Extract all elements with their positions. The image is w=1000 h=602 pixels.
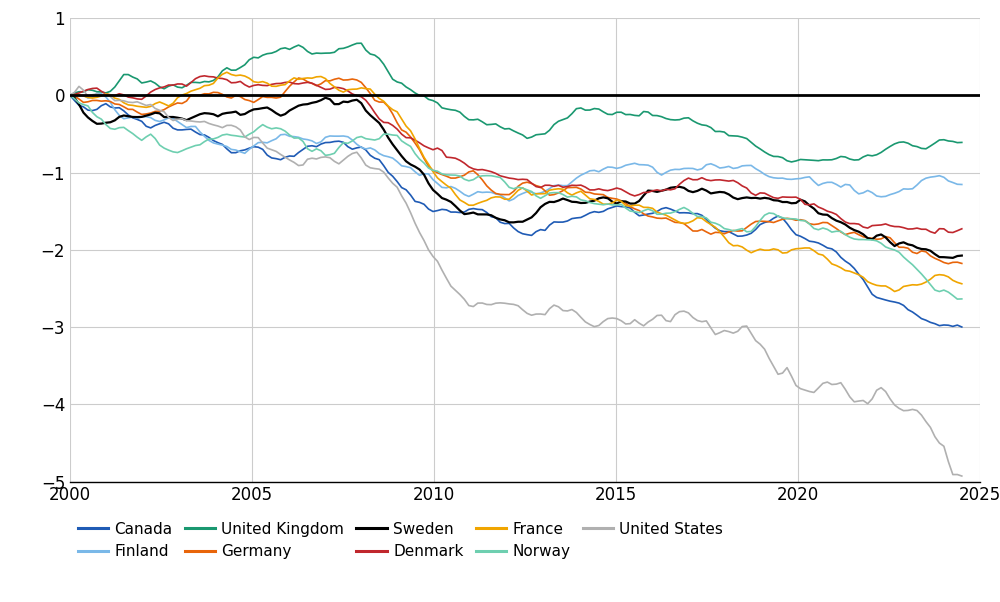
Denmark: [956, 156, 968, 163]
France: [100, 79, 112, 87]
Sweden: [956, 310, 968, 317]
Sweden: [118, 106, 130, 113]
Line: Finland: Finland: [70, 49, 962, 108]
Finland: [230, 79, 242, 86]
France: [288, 56, 300, 63]
Line: United Kingdom: United Kingdom: [70, 24, 962, 169]
Germany: [118, 91, 130, 98]
Canada: [302, 60, 314, 67]
Sweden: [284, 69, 296, 76]
United States: [911, 416, 923, 423]
United Kingdom: [100, 83, 112, 90]
United Kingdom: [956, 135, 968, 142]
Germany: [956, 235, 968, 242]
Norway: [956, 305, 968, 312]
Sweden: [64, 92, 76, 99]
Denmark: [100, 103, 112, 110]
United States: [956, 465, 968, 472]
Germany: [100, 90, 112, 97]
United Kingdom: [230, 34, 242, 41]
Germany: [230, 86, 242, 93]
Denmark: [243, 73, 255, 80]
Finland: [64, 92, 76, 99]
Canada: [100, 90, 112, 98]
Canada: [118, 99, 130, 107]
Denmark: [306, 93, 318, 101]
Sweden: [884, 259, 896, 266]
Line: Canada: Canada: [70, 52, 962, 185]
Norway: [230, 160, 242, 167]
Finland: [920, 87, 932, 95]
United Kingdom: [884, 154, 896, 161]
Finland: [118, 93, 130, 100]
United States: [302, 149, 314, 156]
Sweden: [100, 96, 112, 103]
Sweden: [306, 76, 318, 84]
Finland: [889, 93, 901, 101]
Norway: [100, 115, 112, 122]
Legend: Canada, Finland, United Kingdom, Germany, Sweden, Denmark, France, Norway, Unite: Canada, Finland, United Kingdom, Germany…: [78, 522, 723, 559]
United States: [100, 110, 112, 117]
France: [230, 63, 242, 70]
France: [118, 75, 130, 82]
Germany: [884, 230, 896, 237]
United States: [230, 172, 242, 179]
Finland: [302, 66, 314, 73]
Germany: [915, 235, 927, 242]
Canada: [947, 182, 959, 189]
Denmark: [920, 173, 932, 180]
Finland: [346, 46, 358, 53]
Denmark: [230, 80, 242, 87]
Norway: [302, 157, 314, 164]
United Kingdom: [118, 76, 130, 83]
Finland: [100, 88, 112, 95]
Canada: [956, 180, 968, 187]
United States: [118, 128, 130, 135]
Sweden: [915, 289, 927, 296]
Line: Germany: Germany: [70, 48, 962, 242]
France: [306, 59, 318, 66]
United Kingdom: [279, 20, 291, 28]
Norway: [911, 296, 923, 303]
Line: United States: United States: [70, 95, 962, 468]
Canada: [884, 156, 896, 163]
Canada: [342, 48, 354, 55]
Germany: [924, 238, 936, 246]
United Kingdom: [924, 165, 936, 172]
Norway: [880, 275, 892, 282]
France: [956, 229, 968, 236]
Denmark: [118, 106, 130, 113]
Norway: [64, 92, 76, 99]
Canada: [915, 168, 927, 175]
Germany: [328, 44, 340, 51]
Germany: [302, 55, 314, 62]
United Kingdom: [306, 31, 318, 38]
Norway: [118, 115, 130, 122]
Denmark: [64, 92, 76, 99]
Line: Norway: Norway: [70, 95, 962, 312]
Denmark: [889, 184, 901, 191]
Line: Sweden: Sweden: [70, 73, 962, 314]
France: [915, 217, 927, 224]
Finland: [414, 105, 426, 112]
Germany: [64, 92, 76, 99]
United States: [880, 403, 892, 410]
Denmark: [871, 191, 883, 199]
United Kingdom: [915, 162, 927, 169]
Finland: [956, 92, 968, 99]
Canada: [230, 61, 242, 68]
Line: Denmark: Denmark: [70, 76, 962, 195]
France: [884, 222, 896, 229]
Norway: [938, 308, 950, 315]
Line: France: France: [70, 60, 962, 232]
Sweden: [230, 88, 242, 96]
United Kingdom: [64, 92, 76, 99]
France: [64, 92, 76, 99]
Canada: [64, 92, 76, 99]
United States: [64, 92, 76, 99]
